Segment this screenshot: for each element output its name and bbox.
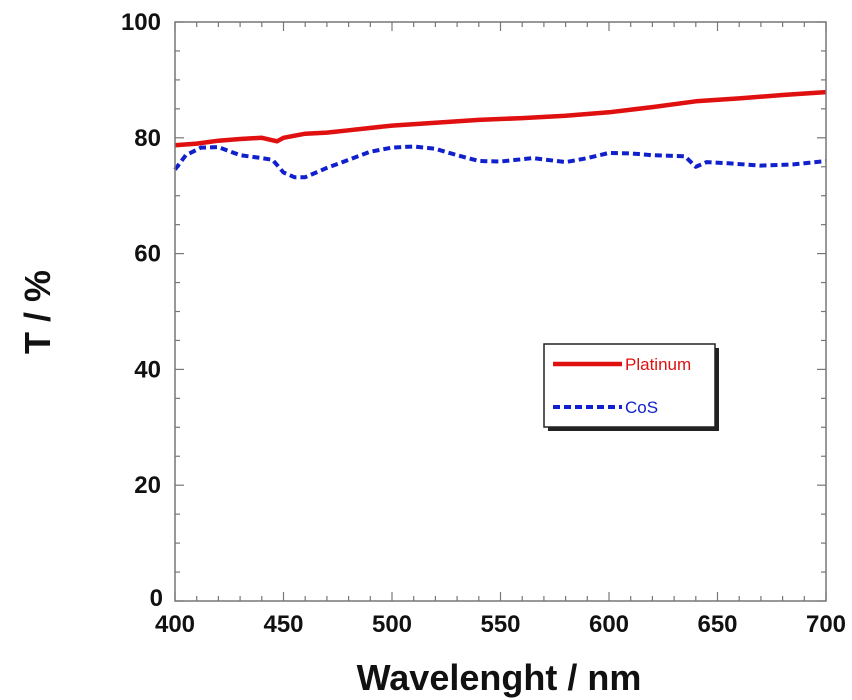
y-axis-title: T / %	[17, 270, 58, 354]
plot-frame	[174, 21, 827, 602]
x-tick-label: 700	[806, 611, 846, 638]
series-line-platinum	[174, 89, 827, 148]
x-tick-label: 450	[263, 611, 303, 638]
x-tick-label: 400	[155, 611, 195, 638]
y-tick-label: 80	[134, 125, 161, 152]
axis-ticks	[174, 21, 827, 602]
legend-label-platinum: Platinum	[625, 355, 691, 374]
y-tick-label: 100	[121, 9, 161, 36]
x-tick-label: 600	[589, 611, 629, 638]
y-tick-labels: 0 20 40 60 80 100	[121, 9, 163, 612]
y-tick-label: 20	[134, 472, 161, 499]
x-tick-label: 650	[697, 611, 737, 638]
x-axis-title: Wavelenght / nm	[357, 657, 642, 698]
legend-box	[543, 343, 716, 428]
x-tick-label: 550	[480, 611, 520, 638]
y-tick-label: 0	[150, 585, 163, 612]
legend-label-cos: CoS	[625, 398, 658, 417]
x-tick-labels: 400 450 500 550 600 650 700	[155, 611, 846, 638]
series-line-cos	[173, 144, 827, 180]
y-tick-label: 40	[134, 356, 161, 383]
series-lines	[173, 89, 827, 180]
y-tick-label: 60	[134, 241, 161, 268]
x-tick-label: 500	[372, 611, 412, 638]
legend: Platinum CoS	[543, 343, 719, 431]
